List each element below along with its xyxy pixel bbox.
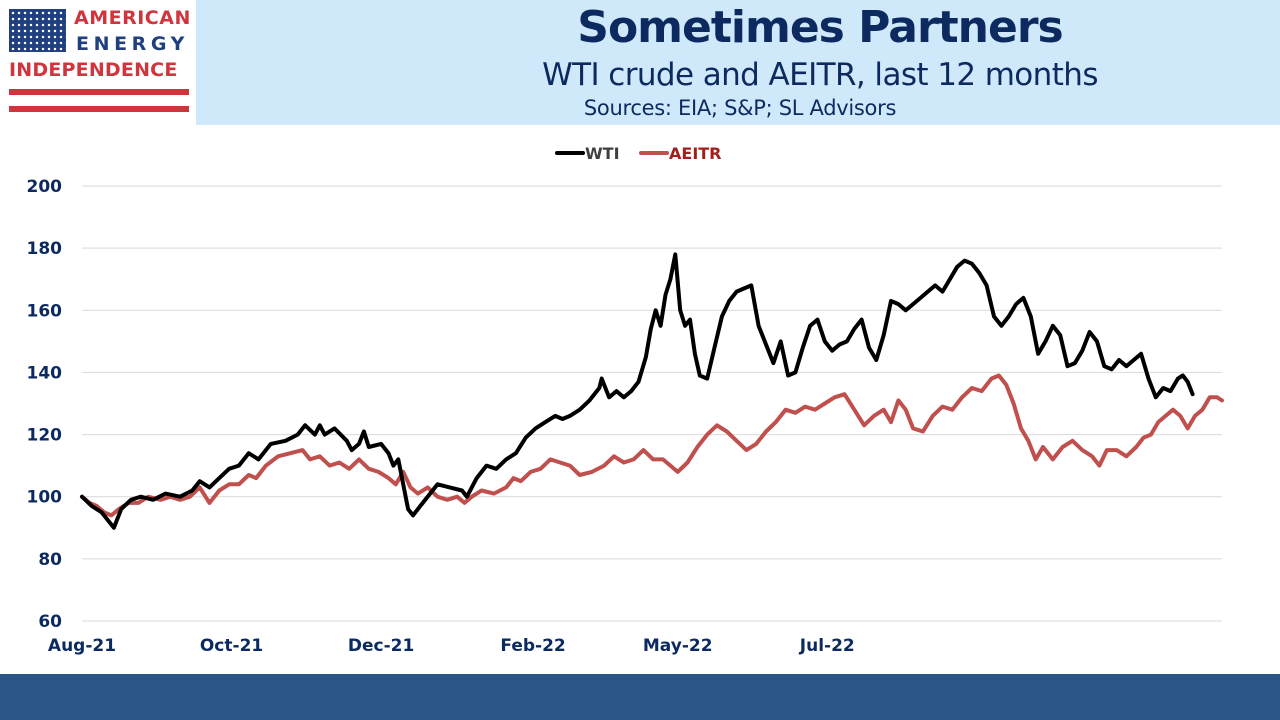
- logo-stripe: [9, 106, 189, 112]
- x-tick-label: Dec-21: [348, 636, 414, 656]
- x-tick-label: Oct-21: [200, 636, 263, 656]
- legend-label: AEITR: [669, 144, 722, 163]
- legend-label: WTI: [585, 144, 620, 163]
- sources-note: Sources: EIA; S&P; SL Advisors: [583, 96, 897, 120]
- y-tick-label: 180: [27, 239, 63, 259]
- y-tick-label: 80: [38, 550, 62, 570]
- logo-line-3: INDEPENDENCE: [9, 59, 178, 81]
- logo-line-2: ENERGY: [76, 33, 190, 55]
- y-tick-label: 200: [27, 177, 63, 197]
- page-title: Sometimes Partners: [577, 2, 1063, 53]
- header-band: [0, 0, 1280, 125]
- y-tick-label: 120: [27, 426, 63, 446]
- logo-stripe: [9, 89, 189, 95]
- line-chart: 60 80 100 120 140 160 180 200 Aug-21 Oct-21 Dec-21…: [27, 144, 1224, 656]
- x-tick-label: May-22: [643, 636, 713, 656]
- footer-band: [0, 674, 1280, 720]
- flag-icon: [9, 9, 66, 52]
- logo: AMERICAN ENERGY INDEPENDENCE: [0, 0, 196, 125]
- y-tick-label: 160: [27, 301, 63, 321]
- y-tick-label: 60: [38, 612, 62, 632]
- x-tick-label: Jul-22: [799, 636, 855, 656]
- page-subtitle: WTI crude and AEITR, last 12 months: [542, 57, 1098, 93]
- y-tick-label: 140: [27, 363, 63, 383]
- y-tick-label: 100: [27, 488, 63, 508]
- series-line-aeitr: [80, 373, 1224, 518]
- series-line-wti: [80, 252, 1195, 530]
- x-tick-label: Aug-21: [48, 636, 116, 656]
- logo-line-1: AMERICAN: [74, 7, 191, 29]
- x-tick-label: Feb-22: [500, 636, 565, 656]
